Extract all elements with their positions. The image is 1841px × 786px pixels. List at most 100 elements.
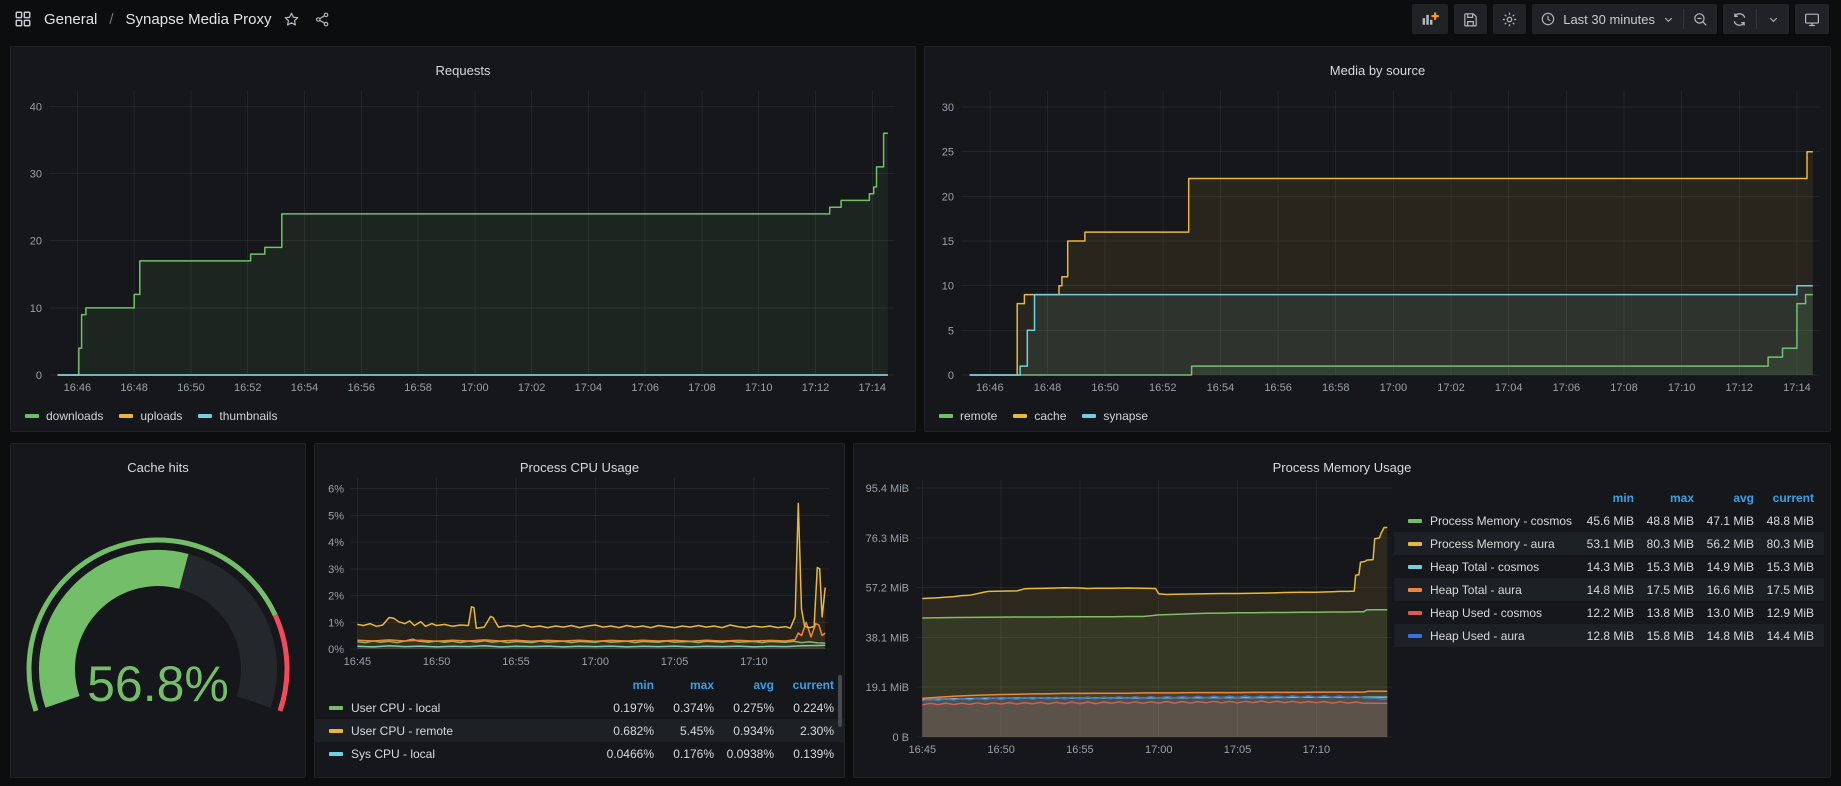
- legend-series-Heap Total - cosmos[interactable]: Heap Total - cosmos: [1408, 560, 1574, 574]
- legend-row: Heap Used - aura12.8 MiB15.8 MiB14.8 MiB…: [1394, 624, 1824, 647]
- gauge-threshold-critical-arc: [275, 615, 287, 711]
- x-axis-label: 16:54: [291, 382, 319, 394]
- x-axis-label: 16:50: [423, 656, 451, 668]
- series-fill-Heap Total - aura: [922, 691, 1387, 737]
- refresh-button[interactable]: [1723, 4, 1756, 34]
- x-axis-label: 16:56: [1264, 382, 1292, 394]
- legend-value-min: 0.0466%: [594, 747, 654, 761]
- breadcrumb-section[interactable]: General: [44, 11, 97, 28]
- x-axis-label: 17:06: [631, 382, 659, 394]
- x-axis-label: 17:08: [688, 382, 716, 394]
- legend-item-remote[interactable]: remote: [939, 409, 997, 423]
- y-axis-label: 1%: [328, 617, 344, 629]
- legend-series-Heap Used - cosmos[interactable]: Heap Used - cosmos: [1408, 606, 1574, 620]
- series-fill-User CPU - remote: [357, 503, 825, 649]
- refresh-group: [1723, 4, 1789, 34]
- legend-row: Process Memory - aura53.1 MiB80.3 MiB56.…: [1394, 532, 1824, 555]
- x-axis-label: 17:10: [1303, 744, 1331, 756]
- memory-chart[interactable]: 0 B19.1 MiB38.1 MiB57.2 MiB76.3 MiB95.4 …: [854, 470, 1394, 777]
- cpu-chart[interactable]: 0%1%2%3%4%5%6%16:4516:5016:5517:0017:051…: [315, 470, 844, 673]
- breadcrumb-dashboard-title[interactable]: Synapse Media Proxy: [126, 11, 272, 28]
- share-icon[interactable]: [312, 9, 333, 30]
- y-axis-label: 19.1 MiB: [866, 682, 909, 694]
- legend-col-avg[interactable]: avg: [1694, 491, 1754, 505]
- legend-label: User CPU - local: [351, 701, 440, 715]
- legend-item-cache[interactable]: cache: [1013, 409, 1066, 423]
- x-axis-label: 16:58: [1322, 382, 1350, 394]
- x-axis-label: 16:45: [909, 744, 937, 756]
- x-axis-label: 16:50: [177, 382, 205, 394]
- x-axis-label: 17:05: [661, 656, 689, 668]
- legend-item-uploads[interactable]: uploads: [119, 409, 182, 423]
- legend-series-Sys CPU - local[interactable]: Sys CPU - local: [329, 747, 594, 761]
- gauge-value-text: 56.8%: [87, 656, 229, 712]
- kiosk-mode-button[interactable]: [1795, 4, 1829, 34]
- legend-col-min[interactable]: min: [1574, 491, 1634, 505]
- settings-gear-button[interactable]: [1493, 4, 1526, 34]
- legend-item-synapse[interactable]: synapse: [1082, 409, 1148, 423]
- legend-swatch: [25, 414, 39, 418]
- legend-scrollbar[interactable]: [838, 675, 842, 727]
- x-axis-label: 17:02: [1437, 382, 1465, 394]
- star-icon[interactable]: [281, 9, 302, 30]
- legend-row: Process Memory - cosmos45.6 MiB48.8 MiB4…: [1394, 509, 1824, 532]
- legend-series-Heap Total - aura[interactable]: Heap Total - aura: [1408, 583, 1574, 597]
- breadcrumb-separator: /: [109, 11, 113, 28]
- legend-table-header: minmaxavgcurrent: [1394, 486, 1824, 509]
- legend-label: Process Memory - cosmos: [1430, 514, 1572, 528]
- legend-series-Process Memory - cosmos[interactable]: Process Memory - cosmos: [1408, 514, 1574, 528]
- legend-col-current[interactable]: current: [774, 678, 834, 692]
- save-dashboard-button[interactable]: [1454, 4, 1487, 34]
- legend-series-User CPU - local[interactable]: User CPU - local: [329, 701, 594, 715]
- x-axis-label: 17:12: [1726, 382, 1754, 394]
- legend-label: Heap Total - aura: [1430, 583, 1522, 597]
- x-axis-label: 16:52: [234, 382, 262, 394]
- y-axis-label: 57.2 MiB: [866, 583, 909, 595]
- y-axis-label: 30: [30, 169, 42, 181]
- legend-series-Process Memory - aura[interactable]: Process Memory - aura: [1408, 537, 1574, 551]
- legend-swatch: [1408, 611, 1422, 615]
- legend-row: Heap Used - cosmos12.2 MiB13.8 MiB13.0 M…: [1394, 601, 1824, 624]
- y-axis-label: 10: [30, 303, 42, 315]
- media-legend: remote cache synapse: [925, 401, 1830, 431]
- legend-col-current[interactable]: current: [1754, 491, 1814, 505]
- time-range-picker[interactable]: Last 30 minutes: [1532, 4, 1683, 34]
- legend-value-min: 0.197%: [594, 701, 654, 715]
- legend-col-avg[interactable]: avg: [714, 678, 774, 692]
- legend-item-downloads[interactable]: downloads: [25, 409, 103, 423]
- legend-row: Heap Total - cosmos14.3 MiB15.3 MiB14.9 …: [1394, 555, 1824, 578]
- legend-swatch: [1408, 542, 1422, 546]
- cpu-legend-table: minmaxavgcurrent User CPU - local 0.197% 0.…: [315, 673, 844, 777]
- apps-grid-icon[interactable]: [12, 8, 34, 30]
- refresh-interval-dropdown[interactable]: [1757, 4, 1789, 34]
- legend-swatch: [1408, 565, 1422, 569]
- legend-value-min: 14.3 MiB: [1574, 560, 1634, 574]
- legend-series-User CPU - remote[interactable]: User CPU - remote: [329, 724, 594, 738]
- legend-swatch: [1408, 634, 1422, 638]
- zoom-out-time-button[interactable]: [1684, 4, 1717, 34]
- legend-value-max: 0.176%: [654, 747, 714, 761]
- y-axis-label: 0%: [328, 644, 344, 656]
- legend-item-thumbnails[interactable]: thumbnails: [198, 409, 277, 423]
- x-axis-label: 16:58: [404, 382, 432, 394]
- legend-value-avg: 13.0 MiB: [1694, 606, 1754, 620]
- legend-label: Heap Used - cosmos: [1430, 606, 1542, 620]
- panel-process-cpu: Process CPU Usage 0%1%2%3%4%5%6%16:4516:…: [314, 443, 845, 778]
- legend-col-max[interactable]: max: [1634, 491, 1694, 505]
- legend-swatch: [119, 414, 133, 418]
- chevron-down-icon: [1662, 13, 1675, 26]
- x-axis-label: 16:55: [1066, 744, 1094, 756]
- legend-label: downloads: [46, 409, 103, 423]
- media-chart[interactable]: 05101520253016:4616:4816:5016:5216:5416:…: [925, 73, 1830, 401]
- legend-col-min[interactable]: min: [594, 678, 654, 692]
- legend-col-max[interactable]: max: [654, 678, 714, 692]
- legend-value-max: 17.5 MiB: [1634, 583, 1694, 597]
- series-fill-synapse: [970, 286, 1813, 375]
- requests-chart[interactable]: 01020304016:4616:4816:5016:5216:5416:561…: [11, 73, 915, 401]
- y-axis-label: 95.4 MiB: [866, 483, 909, 495]
- legend-swatch: [1082, 414, 1096, 418]
- add-panel-button[interactable]: [1412, 4, 1448, 34]
- legend-series-Heap Used - aura[interactable]: Heap Used - aura: [1408, 629, 1574, 643]
- legend-value-avg: 47.1 MiB: [1694, 514, 1754, 528]
- legend-value-max: 80.3 MiB: [1634, 537, 1694, 551]
